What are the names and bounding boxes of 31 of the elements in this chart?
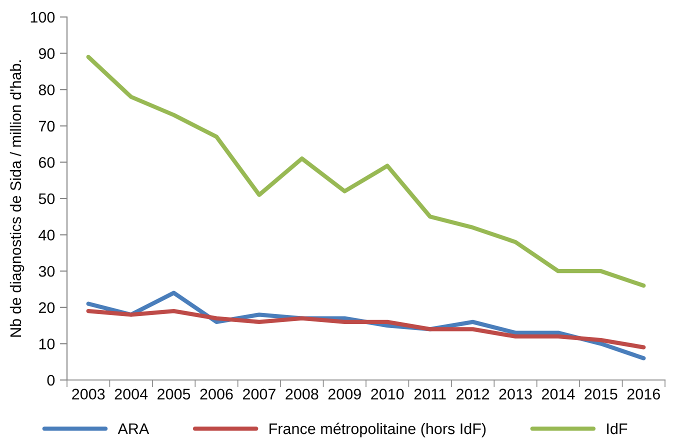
y-tick-label: 40: [38, 230, 55, 240]
x-tick-label: 2004: [114, 388, 148, 400]
line-series: [86, 54, 646, 288]
line-series: [86, 308, 646, 350]
x-tick-label: 2005: [158, 388, 190, 400]
y-tick-label: 70: [38, 120, 55, 132]
x-tick-label: 2010: [371, 388, 404, 400]
x-tick-label: 2006: [200, 388, 233, 400]
x-tick-label: 2003: [72, 388, 105, 400]
x-tick-label: 2007: [242, 388, 276, 400]
x-tick-label: 2011: [414, 388, 446, 400]
y-tick-label: 10: [39, 338, 55, 350]
y-tick-label: 100: [30, 12, 55, 23]
x-tick-label: 2009: [328, 388, 361, 400]
y-axis-title: Nb de diagnostics de Sida / million d'hab.: [10, 60, 24, 337]
y-tick-label: 30: [38, 266, 55, 277]
y-tick-label: 80: [38, 84, 55, 96]
x-tick-label: 2016: [627, 388, 660, 400]
x-tick-label: 2014: [542, 388, 575, 400]
legend-label: France métropolitaine (hors IdF): [270, 422, 486, 438]
x-tick-label: 2013: [499, 388, 532, 400]
legend-label: IdF: [607, 422, 628, 434]
x-tick-label: 2008: [286, 388, 318, 400]
x-tick-label: 2012: [456, 388, 490, 400]
y-tick-label: 0: [47, 374, 55, 386]
y-tick-label: 20: [38, 302, 55, 314]
legend-label: ARA: [118, 424, 150, 434]
y-tick-label: 60: [38, 157, 55, 168]
x-tick-label: 2015: [584, 388, 618, 400]
y-tick-label: 50: [38, 193, 55, 204]
y-tick-label: 90: [38, 48, 55, 59]
